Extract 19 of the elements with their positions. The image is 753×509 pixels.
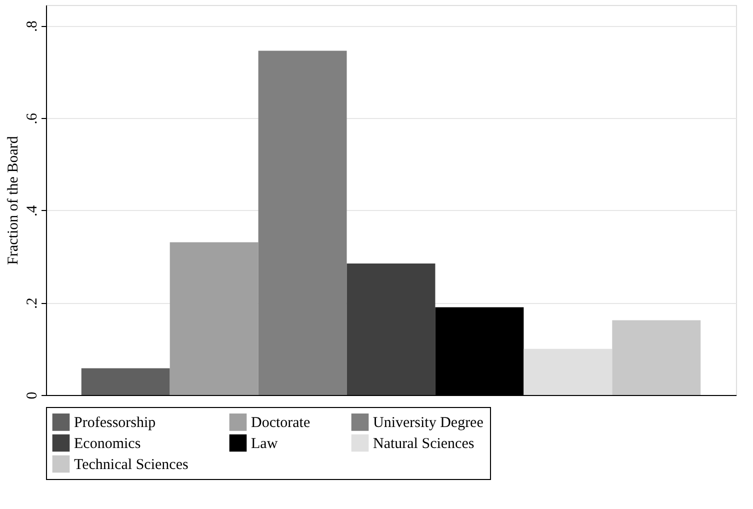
y-tick-label: 0 <box>24 392 40 400</box>
bar <box>170 242 258 395</box>
legend-label: University Degree <box>373 415 484 432</box>
y-axis-title: Fraction of the Board <box>6 136 22 265</box>
bar <box>346 263 436 395</box>
bar <box>81 368 170 395</box>
y-tick-label: .8 <box>24 20 40 32</box>
bar <box>524 348 612 395</box>
y-tick-label: .2 <box>24 298 40 309</box>
bar <box>612 320 701 395</box>
legend-label: Doctorate <box>251 415 310 432</box>
legend-label: Technical Sciences <box>74 457 188 473</box>
legend-label: Professorship <box>74 415 156 432</box>
legend-label: Natural Sciences <box>373 436 474 452</box>
legend-label: Economics <box>74 436 141 452</box>
bar <box>258 50 347 395</box>
legend-label: Law <box>251 436 278 452</box>
y-tick-label: .6 <box>24 112 40 124</box>
y-tick-label: .4 <box>24 204 40 217</box>
